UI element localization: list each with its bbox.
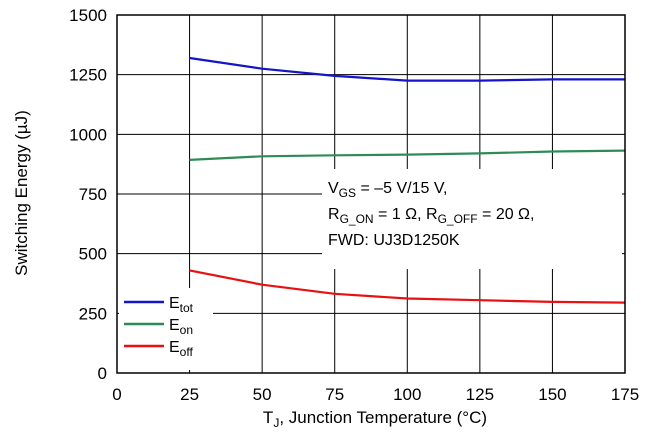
x-tick-label-1: 25 [180, 385, 199, 404]
x-tick-label-6: 150 [538, 385, 566, 404]
legend-label-tot: Etot [169, 295, 194, 315]
x-tick-label-4: 100 [393, 385, 421, 404]
x-axis-label-main: T [263, 408, 273, 427]
y-tick-label-3: 750 [79, 185, 107, 204]
annotation-line-3: FWD: UJ3D1250K [328, 232, 460, 249]
x-tick-label-5: 125 [466, 385, 494, 404]
y-tick-label-2: 500 [79, 245, 107, 264]
x-axis-label: TJ, Junction Temperature (°C) [263, 408, 487, 430]
y-tick-label-5: 1250 [69, 66, 107, 85]
y-tick-label-0: 0 [98, 364, 107, 383]
series-line-on [189, 149, 626, 161]
annotation-box [322, 169, 622, 269]
x-tick-label-0: 0 [112, 385, 121, 404]
plot-frame [116, 14, 626, 374]
annotation-line-1: VGS = –5 V/15 V, [328, 180, 448, 200]
annotation-line-2: RG_ON = 1 Ω, RG_OFF = 20 Ω, [328, 206, 534, 226]
legend-box [119, 288, 213, 370]
series-group [189, 56, 626, 304]
conditions-annotation: VGS = –5 V/15 V, RG_ON = 1 Ω, RG_OFF = 20… [328, 180, 534, 249]
legend-label-on: Eon [169, 317, 193, 337]
x-axis-label-rest: , Junction Temperature (°C) [279, 408, 487, 427]
legend-label-off: Eoff [169, 339, 193, 359]
x-tick-label-2: 50 [253, 385, 272, 404]
x-tick-label-3: 75 [325, 385, 344, 404]
x-tick-label-7: 175 [611, 385, 639, 404]
x-axis-label-sub: J [273, 416, 279, 430]
x-tick-labels: 0 25 50 75 100 125 150 175 [112, 385, 639, 404]
y-tick-labels: 0 250 500 750 1000 1250 1500 [69, 6, 107, 383]
y-axis-label: Switching Energy (µJ) [12, 110, 31, 276]
y-tick-label-4: 1000 [69, 125, 107, 144]
series-line-tot [189, 56, 625, 82]
series-line-off [189, 269, 626, 304]
y-tick-label-1: 250 [79, 304, 107, 323]
y-tick-label-6: 1500 [69, 6, 107, 25]
